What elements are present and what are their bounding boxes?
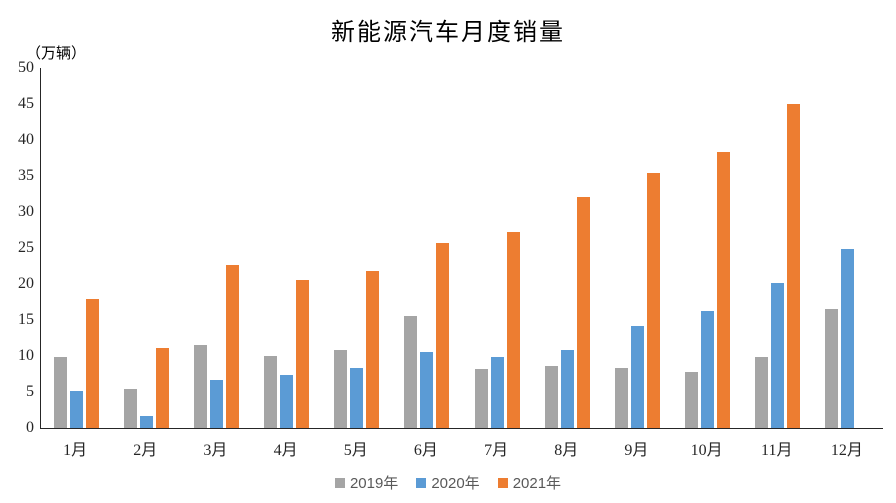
legend-swatch-icon xyxy=(416,477,427,488)
bar-2021年-m5 xyxy=(366,271,380,428)
bar-2019年-m11 xyxy=(755,357,769,428)
bar-2019年-m10 xyxy=(685,371,699,428)
bar-2020年-m1 xyxy=(69,390,83,428)
y-tick-label: 50 xyxy=(18,59,34,76)
bar-2019年-m8 xyxy=(544,366,558,428)
bar-2019年-m2 xyxy=(123,389,137,428)
bar-2020年-m8 xyxy=(560,350,574,428)
bar-2019年-m1 xyxy=(53,357,67,428)
bar-2021年-m2 xyxy=(155,348,169,428)
x-axis-label: 11月 xyxy=(761,442,793,459)
bar-2021年-m8 xyxy=(576,196,590,428)
bar-2021年-m4 xyxy=(296,279,310,428)
y-tick-label: 40 xyxy=(18,131,34,148)
plot-area xyxy=(40,68,883,429)
x-axis-label: 10月 xyxy=(690,442,723,459)
bar-2019年-m3 xyxy=(193,345,207,428)
x-axis-label: 3月 xyxy=(203,442,228,459)
x-axis-label: 4月 xyxy=(273,442,298,459)
x-axis-label: 12月 xyxy=(830,442,863,459)
chart-title: 新能源汽车月度销量 xyxy=(331,20,565,46)
legend-label: 2020年 xyxy=(431,475,480,492)
y-tick-label: 10 xyxy=(18,347,34,364)
bar-2020年-m10 xyxy=(701,311,715,428)
bar-2019年-m7 xyxy=(474,368,488,428)
y-tick-label: 30 xyxy=(18,203,34,220)
x-axis-label: 9月 xyxy=(624,442,649,459)
bar-2020年-m3 xyxy=(209,380,223,428)
x-axis-label: 7月 xyxy=(484,442,509,459)
y-tick-label: 25 xyxy=(18,239,34,256)
legend-label: 2021年 xyxy=(512,475,562,492)
bar-2020年-m6 xyxy=(420,352,434,428)
bar-2021年-m6 xyxy=(436,242,450,428)
bar-2020年-m11 xyxy=(771,283,785,428)
bar-2020年-m7 xyxy=(490,357,504,428)
bar-2021年-m9 xyxy=(646,173,660,428)
legend-label: 2019年 xyxy=(349,475,399,492)
x-axis-label: 8月 xyxy=(554,442,579,459)
bar-2021年-m3 xyxy=(225,265,239,428)
bar-2021年-m11 xyxy=(787,104,801,428)
x-axis-label: 5月 xyxy=(343,442,368,459)
bar-2020年-m2 xyxy=(139,416,153,428)
y-tick-label: 35 xyxy=(18,167,34,184)
bar-2020年-m12 xyxy=(841,249,855,428)
legend-item: 2021年 xyxy=(497,472,562,493)
x-axis-label: 6月 xyxy=(413,442,438,459)
legend-swatch-icon xyxy=(334,477,345,488)
legend-item: 2020年 xyxy=(416,472,480,493)
bar-2019年-m9 xyxy=(614,368,628,428)
x-axis-label: 1月 xyxy=(63,442,88,459)
bar-2020年-m9 xyxy=(630,326,644,428)
bar-2020年-m5 xyxy=(350,367,364,428)
bar-2019年-m6 xyxy=(404,316,418,428)
legend: 2019年 2020年 2021年 xyxy=(0,472,896,493)
y-tick-label: 0 xyxy=(26,419,34,436)
y-tick-label: 15 xyxy=(18,311,34,328)
y-axis-unit-label: （万辆） xyxy=(26,46,87,62)
y-tick-label: 5 xyxy=(26,383,34,400)
bar-2020年-m4 xyxy=(280,375,294,428)
bar-2019年-m4 xyxy=(264,356,278,428)
bar-2019年-m5 xyxy=(334,349,348,428)
x-axis-label: 2月 xyxy=(133,442,158,459)
y-tick-label: 45 xyxy=(18,95,34,112)
legend-item: 2019年 xyxy=(334,472,399,493)
bar-2021年-m7 xyxy=(506,232,520,428)
bar-2019年-m12 xyxy=(825,309,839,428)
legend-swatch-icon xyxy=(497,477,508,488)
bar-2021年-m10 xyxy=(717,152,731,428)
y-tick-label: 20 xyxy=(18,275,34,292)
bar-2021年-m1 xyxy=(85,299,99,428)
